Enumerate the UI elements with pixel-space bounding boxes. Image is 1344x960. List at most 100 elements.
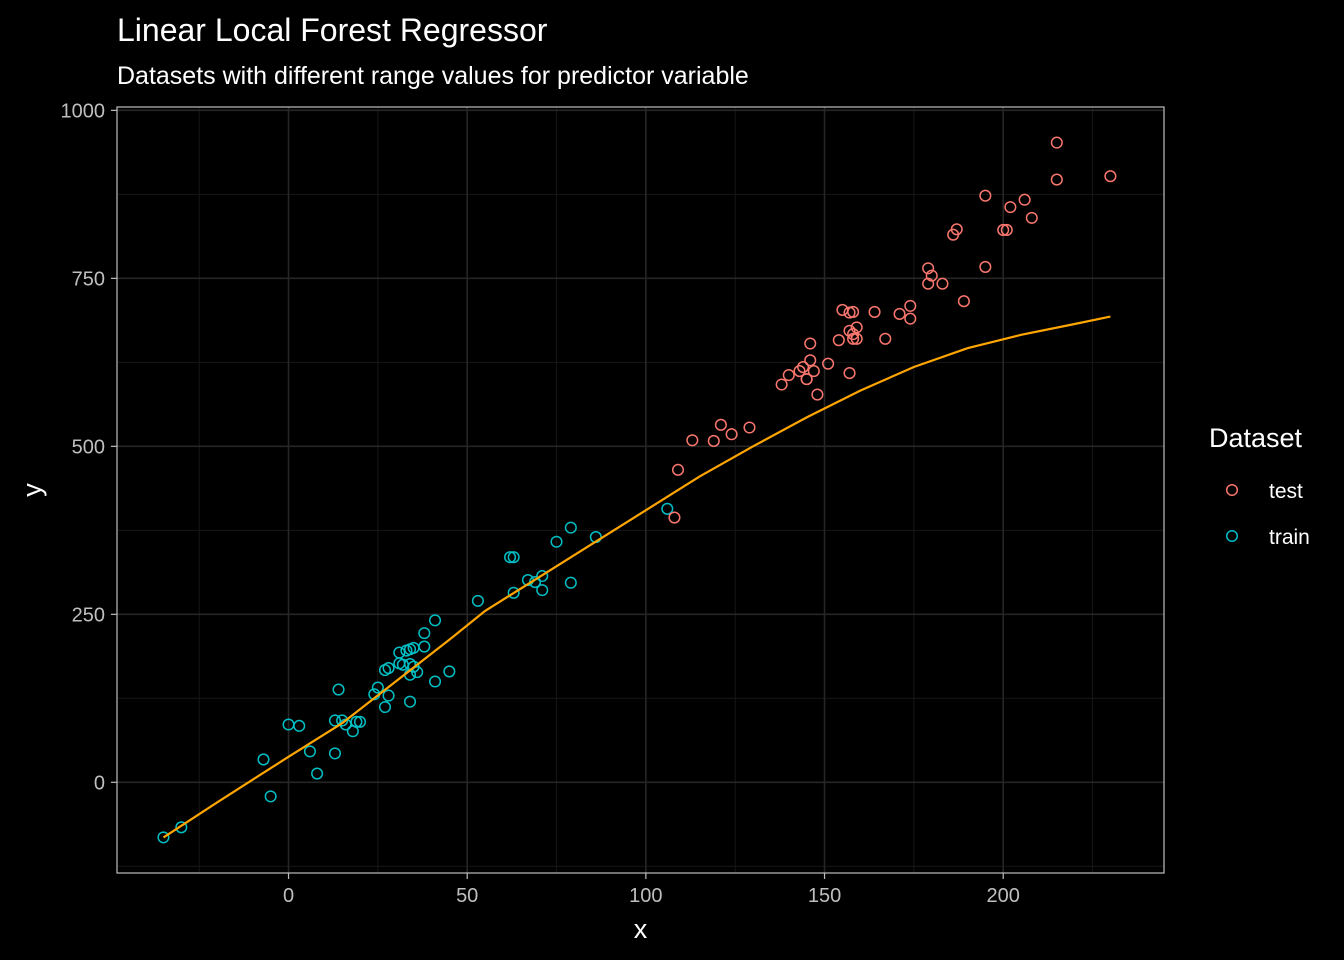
- grid-minor: [117, 107, 1164, 873]
- point-train: [264, 790, 277, 803]
- point-train: [536, 569, 549, 583]
- point-test: [843, 324, 856, 337]
- point-train: [418, 627, 431, 640]
- plot-border: [116, 106, 1165, 874]
- x-axis: 0 50 100 150 200: [283, 873, 1020, 907]
- point-test: [957, 295, 970, 308]
- point-train: [328, 747, 342, 760]
- point-test: [868, 305, 881, 318]
- y-tick-label: 0: [94, 772, 105, 794]
- point-test: [847, 332, 860, 345]
- point-test: [979, 189, 992, 202]
- point-test: [1050, 136, 1063, 149]
- y-axis-label: y: [17, 483, 47, 497]
- y-tick-label: 1000: [61, 100, 106, 122]
- point-train: [378, 700, 392, 714]
- point-test: [668, 511, 681, 524]
- point-test: [850, 332, 863, 345]
- chart-subtitle: Datasets with different range values for…: [117, 62, 749, 90]
- y-tick-label: 250: [72, 604, 105, 626]
- series-layer: [157, 136, 1117, 844]
- point-test: [804, 354, 817, 367]
- point-train: [175, 821, 188, 834]
- point-train: [418, 640, 431, 653]
- point-train: [564, 576, 577, 589]
- legend: Dataset test train: [1209, 423, 1310, 549]
- point-train: [350, 715, 363, 728]
- point-train: [293, 719, 306, 732]
- point-train: [550, 535, 563, 548]
- point-test: [1000, 223, 1013, 237]
- point-train: [507, 586, 520, 599]
- plot-panel: [117, 107, 1164, 873]
- point-test: [925, 269, 938, 282]
- point-test: [686, 434, 699, 447]
- point-test: [1050, 173, 1063, 186]
- point-train: [257, 753, 270, 766]
- point-test: [997, 223, 1010, 237]
- legend-label-train: train: [1269, 526, 1310, 549]
- y-axis: 0 250 500 750 1000: [61, 100, 117, 794]
- point-train: [411, 666, 424, 679]
- point-test: [1018, 193, 1031, 206]
- point-train: [336, 714, 349, 727]
- point-train: [507, 551, 520, 564]
- point-train: [371, 681, 384, 694]
- point-test: [707, 434, 720, 447]
- y-tick-label: 500: [72, 436, 105, 458]
- point-train: [428, 675, 442, 688]
- point-train: [403, 695, 417, 708]
- point-train: [471, 594, 484, 607]
- point-test: [850, 321, 863, 334]
- point-test: [832, 334, 845, 347]
- x-tick-label: 50: [456, 885, 478, 907]
- point-test: [843, 367, 856, 380]
- point-test: [822, 357, 835, 370]
- point-test: [922, 262, 935, 275]
- point-test: [804, 337, 817, 350]
- point-train: [382, 689, 395, 702]
- point-train: [311, 767, 324, 780]
- point-train: [303, 745, 317, 758]
- point-train: [332, 683, 345, 696]
- point-train: [536, 584, 549, 597]
- x-tick-label: 150: [808, 885, 841, 907]
- legend-label-test: test: [1269, 480, 1303, 503]
- point-test: [847, 305, 860, 318]
- point-train: [382, 662, 395, 675]
- point-test: [950, 223, 963, 236]
- point-train: [328, 714, 342, 727]
- point-train: [353, 715, 367, 728]
- point-test: [979, 260, 992, 273]
- legend-key-train: [1225, 529, 1239, 543]
- chart-title: Linear Local Forest Regressor: [117, 12, 548, 48]
- point-test: [782, 369, 795, 382]
- x-tick-label: 0: [283, 885, 294, 907]
- y-tick-label: 750: [72, 268, 105, 290]
- point-test: [775, 378, 788, 391]
- point-test: [904, 312, 917, 325]
- point-test: [1104, 170, 1117, 183]
- point-test: [797, 360, 810, 374]
- point-test: [904, 299, 917, 312]
- point-train: [157, 831, 170, 844]
- point-train: [564, 521, 577, 534]
- point-train: [661, 502, 674, 515]
- point-test: [714, 418, 727, 431]
- point-train: [504, 551, 517, 564]
- point-test: [1025, 211, 1038, 224]
- point-test: [793, 365, 806, 378]
- fit-line: [162, 315, 1111, 839]
- x-axis-label: x: [634, 914, 648, 944]
- point-test: [922, 277, 935, 290]
- point-test: [893, 307, 906, 321]
- point-test: [879, 332, 892, 345]
- point-test: [1004, 201, 1017, 214]
- point-test: [743, 421, 756, 434]
- point-test: [807, 365, 820, 378]
- x-tick-label: 100: [629, 885, 662, 907]
- point-test: [725, 428, 738, 441]
- point-test: [936, 277, 949, 290]
- point-test: [811, 388, 824, 401]
